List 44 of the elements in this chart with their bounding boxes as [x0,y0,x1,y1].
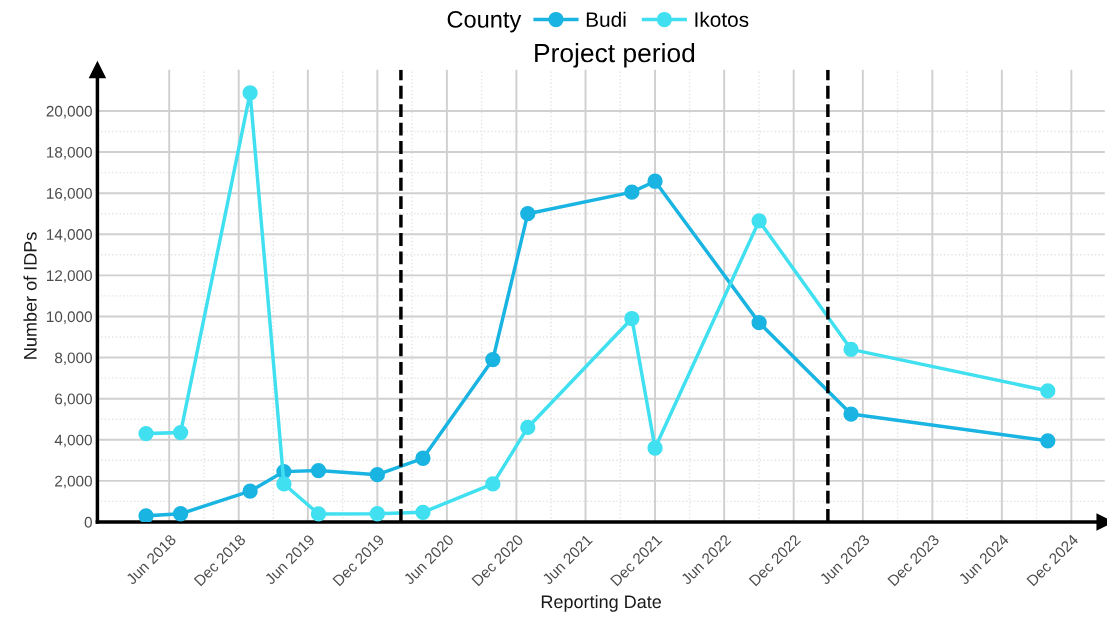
y-tick-label: 12,000 [47,270,92,283]
legend-title: County [447,11,522,33]
y-tick-label: 0 [84,516,92,528]
y-tick-label: 18,000 [47,146,92,160]
y-tick-label: 2,000 [55,475,92,489]
text: Project period [535,42,695,68]
point [843,341,859,357]
y-tick-label: 10,000 [47,311,92,324]
point [624,310,640,327]
point [415,504,431,520]
point [172,424,189,441]
point [520,206,536,222]
point [485,351,501,368]
legend-label: Budi [586,11,626,28]
point [138,425,154,442]
point [172,506,189,522]
point [242,483,258,499]
x-axis-title: Reporting Date [541,594,662,612]
y-tick-label: 14,000 [47,229,92,242]
point [310,462,327,479]
y-tick-label: 8,000 [54,352,92,366]
y-axis-title: Number of IDPs [23,232,37,359]
legend-label: Ikotos [695,11,749,28]
point [1040,383,1056,399]
point [369,506,386,522]
y-tick-label: 16,000 [47,188,92,201]
point [647,173,663,189]
point [520,419,536,436]
point [242,85,258,101]
point [751,213,767,229]
point [369,467,386,483]
point [276,476,292,492]
y-tick-label: 6,000 [55,393,92,407]
point [138,508,154,522]
point [485,476,501,492]
point [751,314,767,331]
point [310,506,327,522]
y-tick-label: 20,000 [46,105,92,119]
point [843,406,859,422]
point [647,440,663,456]
point [1040,433,1056,449]
y-tick-label: 4,000 [54,434,92,448]
point [624,184,640,200]
point [415,450,431,466]
